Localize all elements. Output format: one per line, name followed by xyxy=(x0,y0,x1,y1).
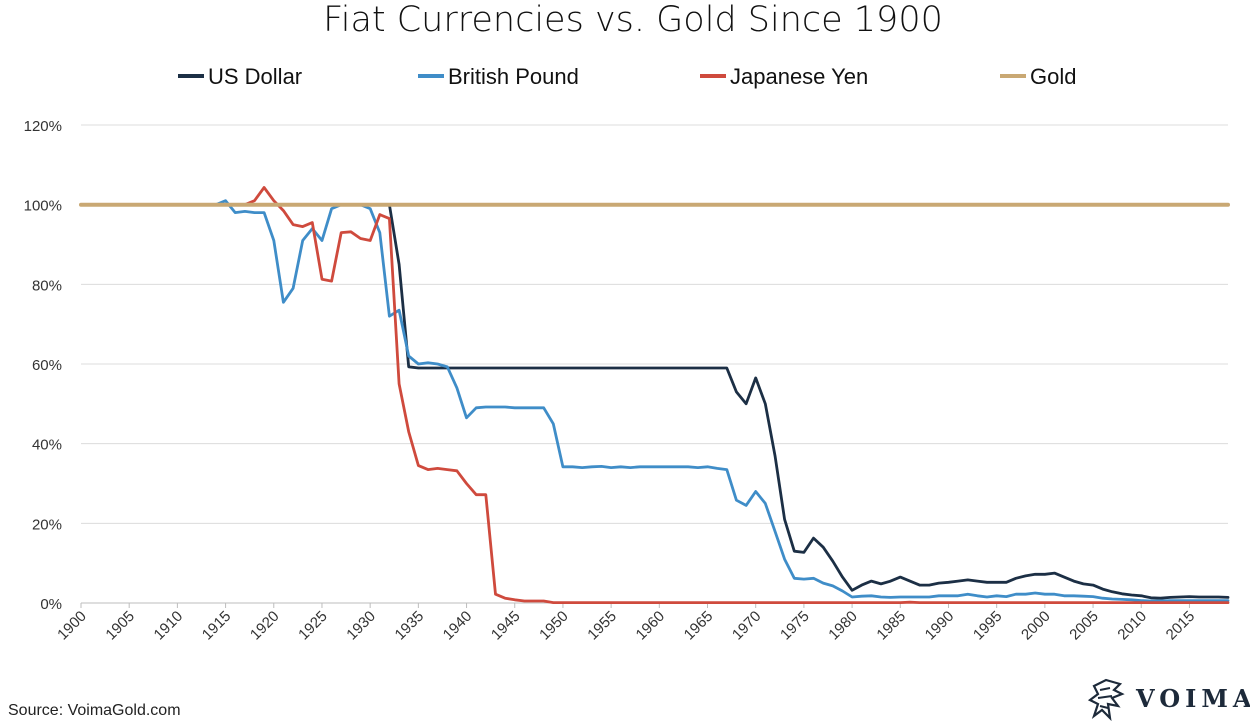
x-tick-label: 1955 xyxy=(584,608,620,644)
y-tick-label: 120% xyxy=(24,118,62,135)
y-axis: 0% 20% 40% 60% 80% 100% 120% xyxy=(24,118,62,613)
chart: Fiat Currencies vs. Gold Since 1900 US D… xyxy=(24,0,1230,643)
y-tick-label: 60% xyxy=(32,357,62,374)
series-line-british-pound xyxy=(79,199,1230,603)
brand-name: VOIMA xyxy=(1136,684,1250,713)
y-tick-label: 100% xyxy=(24,198,62,215)
y-tick-label: 80% xyxy=(32,277,62,294)
x-tick-label: 1910 xyxy=(151,608,187,644)
series-line-us-dollar xyxy=(79,203,1230,600)
x-tick-label: 2005 xyxy=(1066,608,1102,644)
x-tick-label: 1940 xyxy=(440,608,476,644)
x-tick-label: 1905 xyxy=(102,608,138,644)
legend-label-japanese-yen: Japanese Yen xyxy=(730,64,868,89)
x-axis: 1900 1905 1910 1915 1920 1925 1930 1935 1940 1945… xyxy=(54,603,1198,643)
legend: US Dollar British Pound Japanese Yen Gold xyxy=(178,64,1076,89)
source-note: Source: VoimaGold.com xyxy=(8,702,181,719)
x-tick-label: 1945 xyxy=(488,608,524,644)
x-tick-label: 1970 xyxy=(729,608,765,644)
legend-label-us-dollar: US Dollar xyxy=(208,64,302,89)
series-line-japanese-yen xyxy=(79,186,1230,604)
y-tick-label: 0% xyxy=(40,596,62,613)
brand-logo: VOIMA xyxy=(1080,676,1250,724)
x-tick-label: 1960 xyxy=(633,608,669,644)
x-tick-label: 1985 xyxy=(873,608,909,644)
x-tick-label: 2000 xyxy=(1018,608,1054,644)
x-tick-label: 1930 xyxy=(343,608,379,644)
griffin-logo-icon xyxy=(1087,678,1125,722)
x-tick-label: 1950 xyxy=(536,608,572,644)
x-tick-label: 1920 xyxy=(247,608,283,644)
x-tick-label: 1915 xyxy=(199,608,235,644)
x-tick-label: 2010 xyxy=(1114,608,1150,644)
y-tick-label: 40% xyxy=(32,437,62,454)
x-tick-label: 1995 xyxy=(970,608,1006,644)
grid xyxy=(81,124,1228,604)
legend-label-british-pound: British Pound xyxy=(448,64,579,89)
x-tick-label: 1925 xyxy=(295,608,331,644)
x-tick-label: 1990 xyxy=(922,608,958,644)
x-tick-label: 1935 xyxy=(392,608,428,644)
x-tick-label: 1980 xyxy=(825,608,861,644)
x-tick-label: 1965 xyxy=(681,608,717,644)
legend-label-gold: Gold xyxy=(1030,64,1076,89)
x-tick-label: 1900 xyxy=(54,608,90,644)
x-tick-label: 2015 xyxy=(1163,608,1199,644)
x-tick-label: 1975 xyxy=(777,608,813,644)
plot-lines xyxy=(79,186,1230,604)
y-tick-label: 20% xyxy=(32,516,62,533)
chart-title: Fiat Currencies vs. Gold Since 1900 xyxy=(323,0,943,40)
